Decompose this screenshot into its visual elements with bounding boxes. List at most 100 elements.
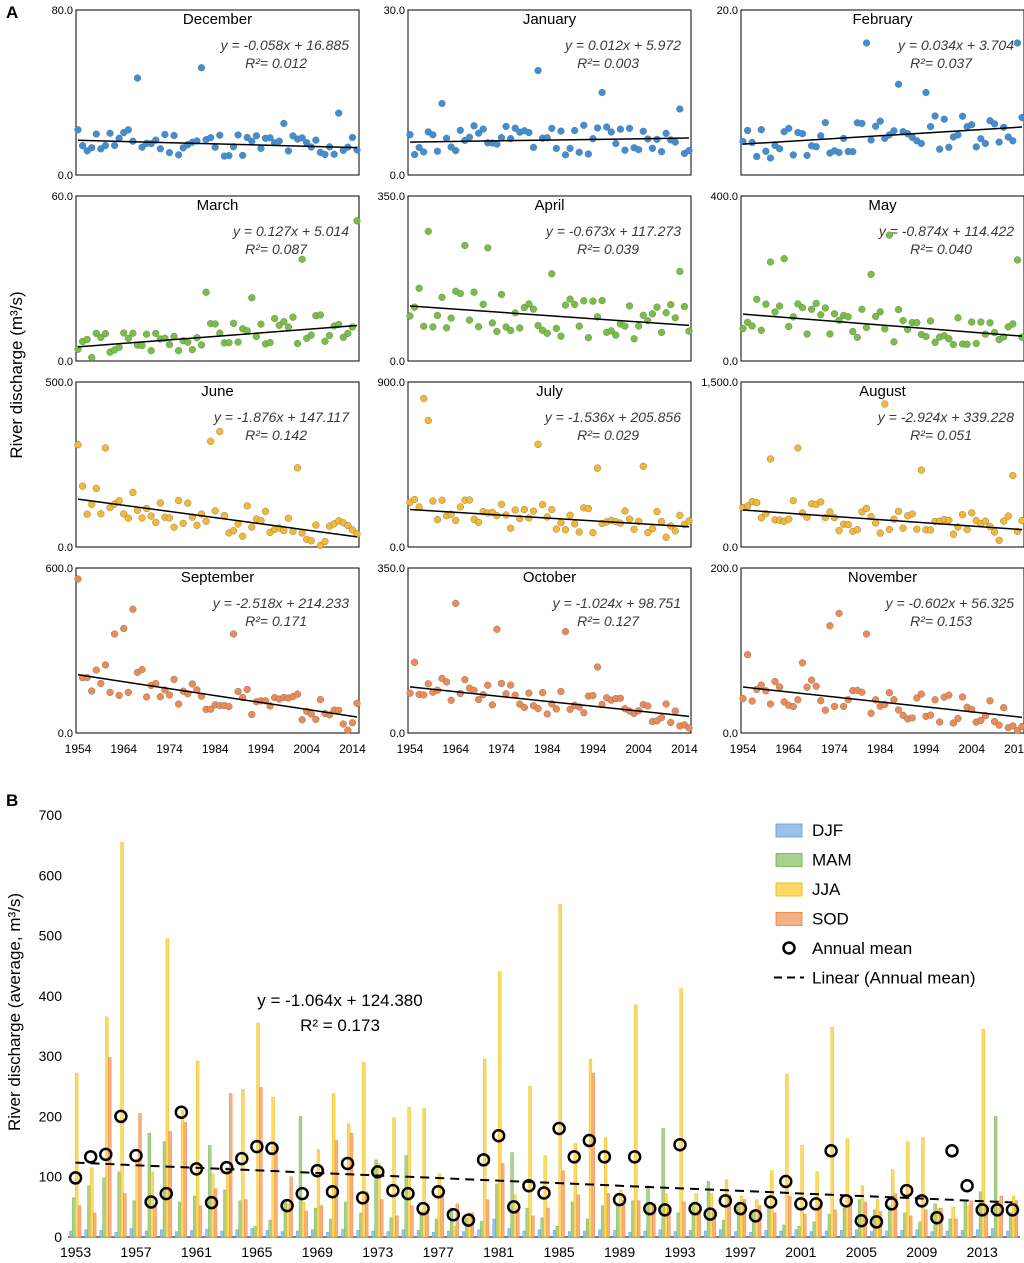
- annual-mean-marker: [476, 1153, 491, 1167]
- data-point: [525, 128, 533, 137]
- data-point: [798, 304, 807, 312]
- legend-label: JJA: [812, 880, 841, 899]
- data-point: [479, 300, 487, 308]
- data-point: [165, 149, 174, 157]
- data-point: [621, 507, 629, 515]
- data-point: [101, 141, 110, 150]
- data-point: [129, 488, 137, 497]
- data-point: [1009, 137, 1017, 145]
- bar-sod: [727, 1194, 731, 1238]
- data-point: [958, 112, 967, 120]
- bar-jja: [981, 1028, 985, 1238]
- data-point: [74, 345, 82, 353]
- data-point: [803, 683, 811, 691]
- legend-label: SOD: [812, 910, 849, 929]
- legend-swatch-jja: [775, 882, 803, 897]
- data-point: [963, 340, 971, 348]
- bar-djf: [900, 1230, 904, 1238]
- data-point: [808, 676, 816, 684]
- data-point: [552, 705, 560, 713]
- data-point: [74, 441, 82, 449]
- bar-djf: [129, 1228, 134, 1238]
- data-point: [789, 151, 797, 159]
- data-point: [771, 677, 779, 686]
- data-point: [557, 687, 565, 696]
- data-point: [188, 680, 196, 688]
- bar-djf: [673, 1231, 678, 1238]
- data-point: [507, 681, 515, 689]
- x-tick-label: 1989: [604, 1244, 635, 1260]
- bar-djf: [69, 1230, 73, 1238]
- data-point: [639, 311, 647, 319]
- data-point: [963, 525, 971, 534]
- bar-djf: [205, 1228, 209, 1238]
- data-point: [621, 322, 629, 330]
- bar-mam: [208, 1145, 212, 1238]
- data-point: [890, 338, 898, 346]
- bar-mam: [238, 1200, 242, 1238]
- data-point: [461, 675, 469, 684]
- data-point: [881, 400, 889, 408]
- data-point: [442, 134, 451, 142]
- bar-jja: [875, 1199, 880, 1238]
- data-point: [420, 148, 428, 156]
- bar-sod: [319, 1205, 323, 1238]
- data-point: [1004, 512, 1012, 520]
- bar-djf: [598, 1229, 602, 1238]
- bar-sod: [999, 1195, 1003, 1238]
- data-point: [557, 332, 565, 340]
- data-point: [552, 324, 560, 332]
- bar-jja: [815, 1171, 819, 1238]
- annual-mean-marker: [658, 1203, 672, 1217]
- data-point: [566, 511, 574, 519]
- data-point: [954, 131, 962, 139]
- data-point: [138, 514, 146, 522]
- month-title: January: [523, 11, 577, 28]
- annual-mean-marker: [431, 1185, 445, 1199]
- data-point: [635, 322, 643, 330]
- bar-mam: [283, 1199, 288, 1238]
- data-point: [589, 529, 597, 537]
- data-point: [977, 135, 985, 143]
- bar-jja: [724, 1179, 729, 1238]
- annual-mean-marker: [824, 1144, 838, 1158]
- bar-mam: [374, 1159, 378, 1238]
- data-point: [101, 444, 110, 452]
- annual-mean-marker: [1005, 1203, 1020, 1217]
- x-tick-label: 1974: [821, 742, 848, 756]
- r-squared: R²= 0.037: [910, 55, 973, 71]
- bar-jja: [135, 1158, 139, 1238]
- bar-djf: [477, 1229, 481, 1238]
- data-point: [561, 628, 570, 636]
- data-point: [92, 484, 100, 493]
- bar-sod: [773, 1212, 777, 1238]
- data-point: [580, 121, 588, 129]
- x-tick-label: 1984: [202, 742, 229, 756]
- data-point: [826, 622, 834, 630]
- data-point: [830, 513, 839, 522]
- bar-djf: [114, 1231, 118, 1238]
- data-point: [479, 125, 487, 133]
- data-point: [74, 575, 82, 583]
- bar-jja: [195, 1060, 200, 1238]
- data-point: [534, 321, 542, 330]
- data-point: [344, 329, 352, 337]
- data-point: [743, 651, 752, 659]
- data-point: [913, 694, 921, 702]
- data-point: [83, 335, 91, 344]
- annual-mean-marker: [945, 1144, 959, 1158]
- data-point: [316, 695, 325, 704]
- data-point: [339, 720, 347, 728]
- data-point: [83, 510, 91, 518]
- y-max-label: 30.0: [384, 5, 405, 17]
- data-point: [307, 537, 315, 545]
- bar-jja: [483, 1058, 487, 1238]
- legend-marker-annual: [782, 941, 796, 955]
- data-point: [548, 270, 556, 278]
- data-point: [133, 74, 142, 82]
- annual-mean-marker: [340, 1156, 355, 1171]
- data-point: [830, 310, 839, 318]
- bar-mam: [193, 1195, 197, 1238]
- data-point: [571, 300, 579, 309]
- data-point: [415, 284, 423, 292]
